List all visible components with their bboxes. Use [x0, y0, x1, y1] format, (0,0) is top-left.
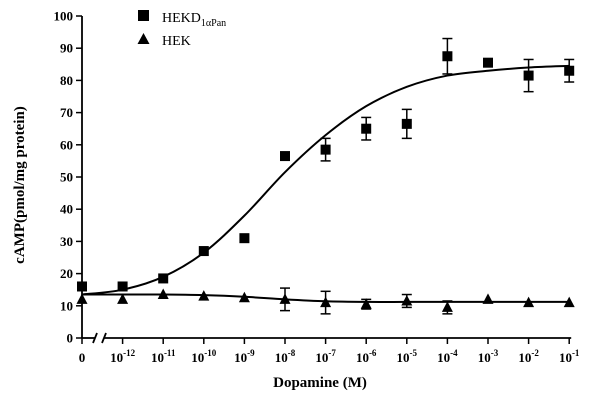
fit-curve: [81, 64, 570, 296]
y-tick-label: 100: [54, 9, 74, 24]
data-point-triangle: [320, 296, 332, 308]
y-tick-label: 0: [67, 331, 74, 346]
y-tick-labels: 0 10 20 30 40 50 60 70 80 90 100: [54, 9, 74, 346]
data-point-square: [280, 151, 290, 162]
y-tick-label: 20: [60, 266, 73, 281]
data-point-square: [523, 70, 534, 81]
y-tick-label: 80: [60, 73, 73, 88]
data-point-square: [198, 246, 209, 257]
data-point-triangle: [563, 296, 575, 308]
x-tick-label: 10-4: [437, 348, 458, 365]
axis-break-mark: [101, 332, 107, 344]
y-tick-label: 30: [60, 234, 73, 249]
data-point-triangle: [238, 291, 250, 303]
legend-triangle-marker: [137, 33, 150, 44]
x-tick-label: 10-8: [275, 348, 296, 365]
x-tick-label: 10-2: [518, 348, 539, 365]
x-tick-label: 10-12: [110, 348, 135, 365]
x-tick-label: 10-6: [356, 348, 377, 365]
x-tick-label: 10-10: [191, 348, 216, 365]
x-tick-label: 10-7: [315, 348, 336, 365]
data-point-square: [77, 281, 87, 292]
data-point-triangle: [279, 293, 291, 304]
legend-label-hek-main: HEK: [162, 34, 191, 49]
data-point-square: [401, 118, 412, 129]
legend-square-marker: [138, 10, 149, 21]
x-tick-label: 10-11: [151, 348, 176, 365]
data-point-square: [239, 233, 250, 244]
axis-break-mark: [92, 332, 98, 344]
fit-curves: [81, 64, 570, 303]
data-point-square: [483, 57, 493, 68]
x-axis-title: Dopamine (M): [273, 375, 367, 391]
data-point-triangle: [401, 294, 413, 306]
data-point-triangle: [76, 293, 88, 304]
y-tick-label: 90: [60, 41, 73, 56]
legend-label-hekd-sub: 1αPan: [201, 18, 226, 29]
data-point-square: [158, 273, 169, 284]
data-point-square: [442, 51, 453, 62]
legend-label-hekd-main: HEKD: [162, 11, 201, 26]
data-point-square: [564, 65, 575, 76]
y-axis-title: cAMP(pmol/mg protein): [12, 106, 28, 264]
data-point-triangle: [523, 296, 535, 308]
data-point-triangle: [157, 288, 169, 300]
x-tick-label: 10-1: [559, 348, 580, 365]
data-point-triangle: [360, 298, 372, 309]
y-tick-label: 10: [60, 298, 73, 313]
data-point-square: [117, 281, 128, 292]
data-point-square: [361, 123, 372, 134]
x-tick-label: 10-9: [234, 348, 255, 365]
x-tick-label: 10-3: [478, 348, 499, 365]
legend: HEKD1αPan HEK: [137, 10, 226, 49]
data-point-triangle: [482, 293, 494, 304]
data-point-square: [320, 144, 331, 155]
y-tick-label: 50: [60, 170, 73, 185]
data-point-triangle: [117, 293, 129, 304]
data-point-triangle: [441, 301, 453, 312]
y-tick-label: 60: [60, 137, 73, 152]
x-tick-label: 0: [79, 350, 86, 365]
x-tick-label: 10-5: [397, 348, 418, 365]
data-marks: [76, 37, 575, 315]
data-point-triangle: [198, 290, 210, 301]
y-tick-label: 70: [60, 105, 73, 120]
y-tick-label: 40: [60, 202, 73, 217]
x-tick-labels: 0 10-12 10-11 10-10 10-9 10-8 10-7 10-6 10-5 10-4…: [79, 348, 580, 365]
legend-label-hek: HEK: [162, 34, 191, 49]
legend-label-hekd: HEKD1αPan: [162, 11, 226, 29]
